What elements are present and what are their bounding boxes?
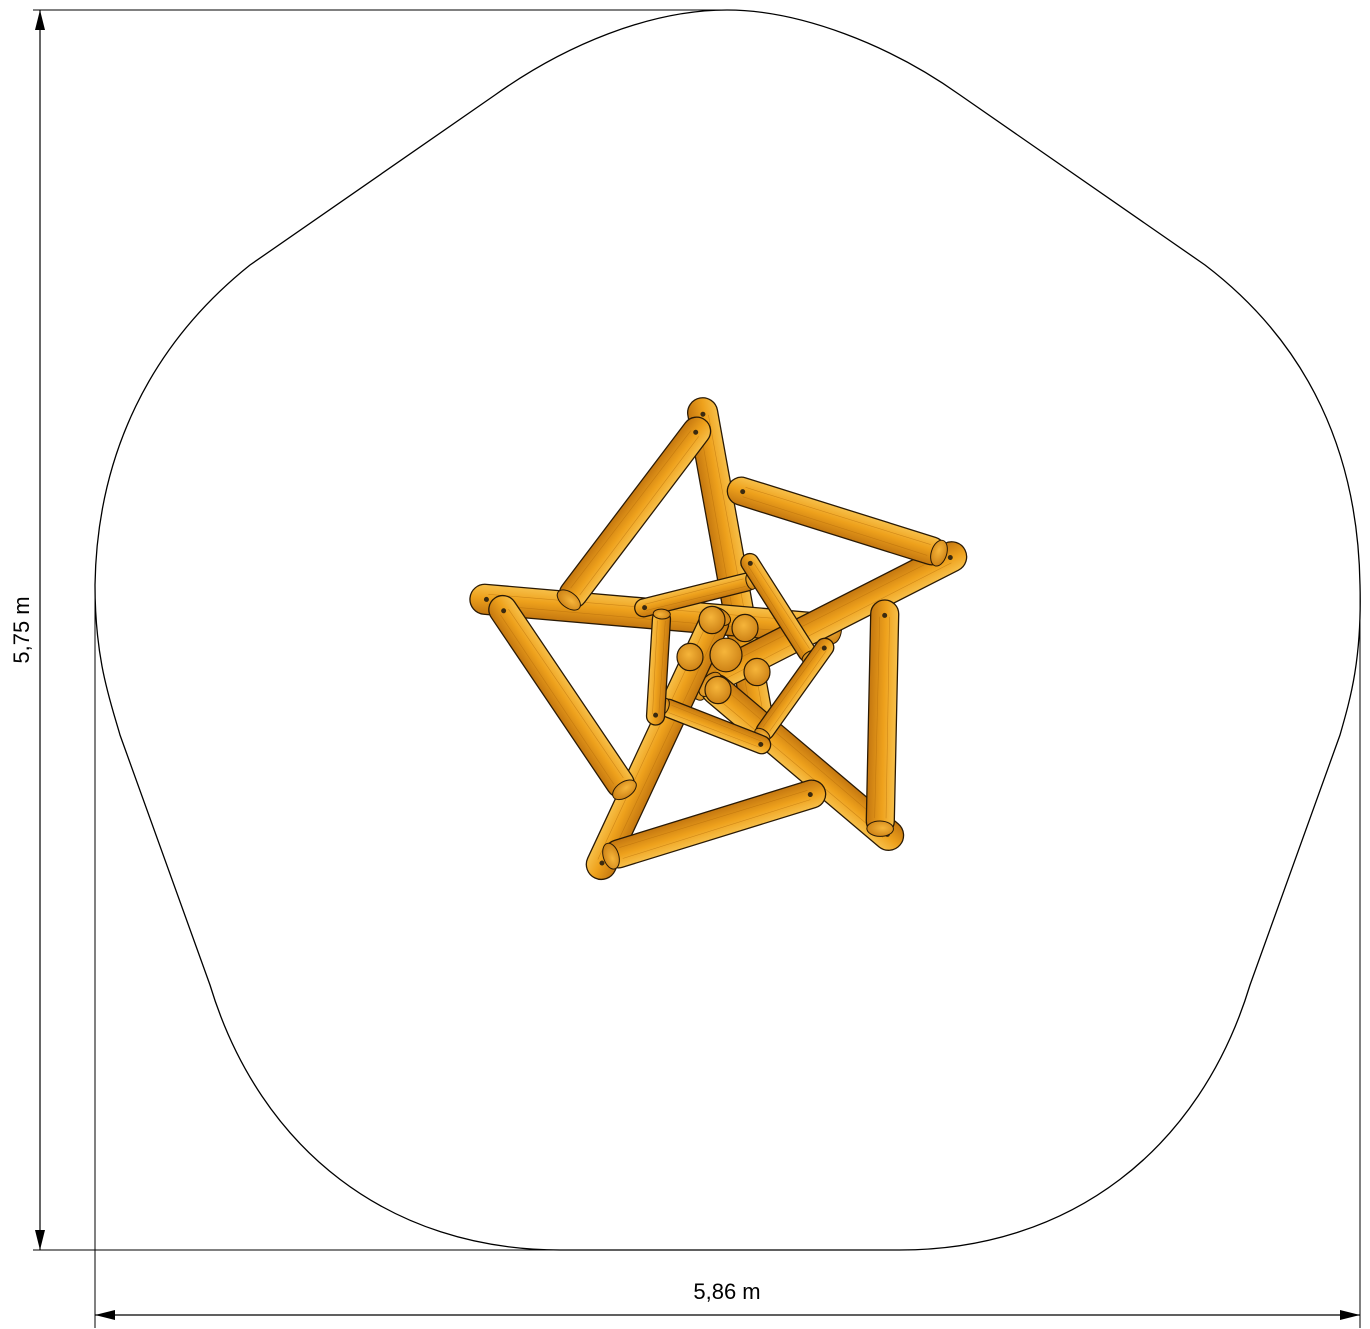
safety-zone-outline [94,9,1361,1251]
central-post-top [709,637,743,673]
width-label: 5,86 m [693,1279,760,1304]
height-label: 5,75 m [9,596,34,663]
wooden-star-structure [469,397,968,881]
wooden-log [645,608,672,726]
width-dimension: 5,86 m [94,590,1361,1328]
central-post-top [698,605,726,635]
wooden-log [865,599,900,837]
central-post-top [731,613,759,643]
height-dimension: 5,75 m [9,9,727,1251]
central-post-top [704,675,732,705]
wooden-log [726,476,948,567]
wooden-log [602,779,827,870]
wooden-log [556,416,712,611]
central-post-top [676,642,704,672]
wooden-log [657,697,772,755]
wooden-log [488,594,637,801]
central-post-top [743,657,771,687]
